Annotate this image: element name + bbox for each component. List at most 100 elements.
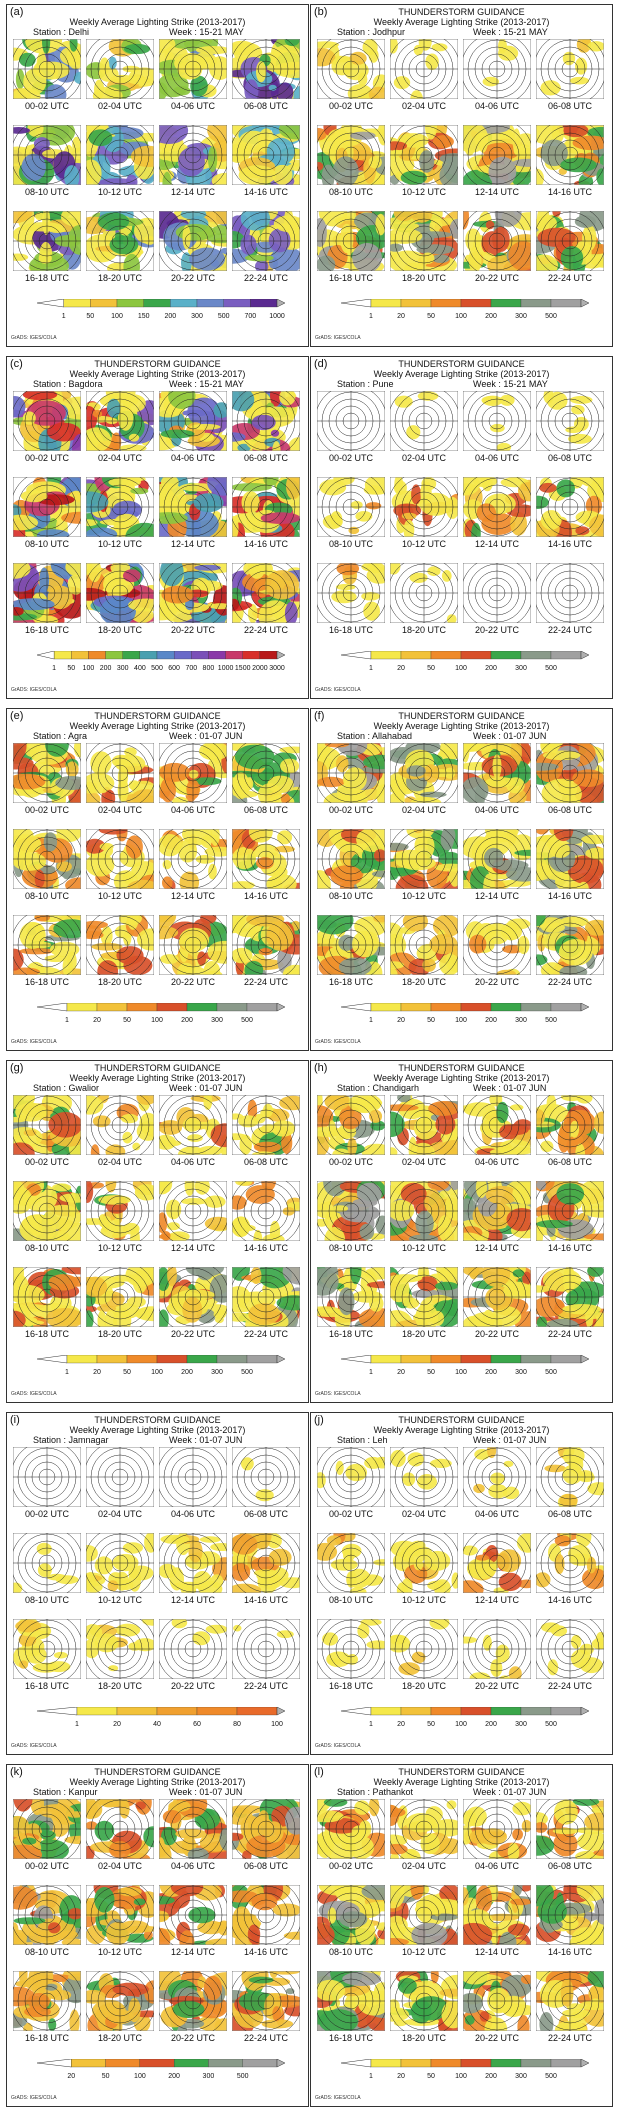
- strike-density-blob: [505, 922, 518, 941]
- polar-plot: [536, 1885, 604, 1945]
- strike-density-blob: [536, 854, 547, 881]
- polar-plot: [536, 1619, 604, 1679]
- strike-density-blob: [413, 1996, 449, 2021]
- polar-cell: [390, 829, 458, 889]
- polar-plot: [232, 1533, 300, 1593]
- strike-density-blob: [348, 1095, 382, 1114]
- utc-label: 12-14 UTC: [474, 539, 519, 549]
- polar-plot: [159, 915, 227, 975]
- utc-label: 22-24 UTC: [243, 977, 288, 987]
- strike-density-blob: [173, 86, 191, 96]
- station-label: Station : Pune: [337, 379, 394, 389]
- strike-density-blob: [64, 1835, 81, 1845]
- strike-density-blob: [13, 598, 55, 611]
- polar-plot: [317, 1267, 385, 1327]
- utc-label: 00-02 UTC: [328, 1861, 373, 1871]
- strike-density-blob: [179, 1930, 195, 1945]
- strike-density-blob: [244, 254, 274, 262]
- colorbar-swatch: [259, 650, 278, 660]
- strike-density-blob: [444, 1193, 458, 1221]
- polar-plot: [390, 391, 458, 451]
- strike-density-blob: [181, 966, 208, 975]
- strike-density-blob: [546, 1095, 557, 1113]
- strike-density-blob: [104, 789, 116, 803]
- strike-density-blob: [390, 872, 398, 880]
- strike-density-blob: [410, 797, 442, 803]
- strike-density-blob: [465, 1806, 487, 1827]
- strike-density-blob: [324, 1095, 350, 1111]
- colorbar-tick-label: 20: [397, 1369, 405, 1376]
- strike-density-blob: [450, 1181, 458, 1191]
- colorbar-wrap: 20 50 100 200 300 500: [36, 2058, 287, 2086]
- utc-label: 14-16 UTC: [547, 891, 592, 901]
- polar-cell: [86, 563, 154, 623]
- strike-density-blob: [520, 481, 531, 492]
- polar-plot: [159, 1267, 227, 1327]
- panel-label: (b): [314, 6, 328, 18]
- strike-density-blob: [429, 934, 458, 955]
- strike-density-blob: [40, 1830, 56, 1841]
- panel-l: (l) THUNDERSTORM GUIDANCE Weekly Average L…: [310, 1764, 613, 2107]
- colorbar-swatch: [116, 1706, 158, 1716]
- strike-density-blob: [280, 758, 300, 774]
- polar-plot: [86, 125, 154, 185]
- colorbar-end-triangle: [276, 2058, 286, 2068]
- colorbar-tick-label: 1: [75, 1721, 79, 1728]
- strike-density-blob: [193, 493, 224, 513]
- polar-plot: [86, 39, 154, 99]
- colorbar-tick-label: 60: [193, 1721, 201, 1728]
- polar-cell: [13, 39, 81, 99]
- strike-density-blob: [127, 879, 154, 889]
- utc-label: 22-24 UTC: [547, 625, 592, 635]
- strike-density-blob: [352, 930, 379, 958]
- strike-density-blob: [204, 846, 227, 857]
- polar-plot: [159, 1447, 227, 1507]
- strike-density-blob: [347, 84, 373, 99]
- panel-label: (c): [10, 358, 23, 370]
- utc-label: 16-18 UTC: [24, 625, 69, 635]
- polar-cell: [390, 1533, 458, 1593]
- utc-label: 00-02 UTC: [328, 805, 373, 815]
- utc-label: 16-18 UTC: [24, 977, 69, 987]
- colorbar-swatch: [53, 650, 72, 660]
- polar-plot: [390, 125, 458, 185]
- colorbar-tick-label: 20: [67, 2073, 75, 2080]
- strike-density-blob: [427, 566, 441, 577]
- strike-density-blob: [363, 485, 383, 495]
- strike-density-blob: [13, 948, 24, 971]
- polar-cell: [463, 1447, 531, 1507]
- strike-density-blob: [410, 211, 433, 223]
- colorbar-tick-label: 200: [164, 313, 176, 320]
- colorbar-tick-label: 200: [485, 1017, 497, 1024]
- polar-plot: [232, 743, 300, 803]
- colorbar-end-triangle: [36, 2058, 72, 2068]
- strike-density-blob: [283, 1931, 300, 1940]
- strike-density-blob: [390, 1199, 415, 1221]
- polar-cell: [159, 125, 227, 185]
- polar-cell: [159, 1885, 227, 1945]
- strike-density-blob: [19, 948, 55, 955]
- strike-density-blob: [463, 477, 481, 496]
- strike-density-blob: [13, 1917, 46, 1925]
- utc-label: 12-14 UTC: [474, 1243, 519, 1253]
- utc-label: 10-12 UTC: [401, 187, 446, 197]
- strike-density-blob: [65, 877, 81, 889]
- strike-density-blob: [471, 522, 481, 537]
- polar-plot: [159, 125, 227, 185]
- strike-density-blob: [194, 580, 223, 591]
- strike-density-blob: [106, 1921, 130, 1945]
- colorbar-tick-label: 2000: [252, 665, 268, 672]
- strike-density-blob: [390, 961, 405, 969]
- chart-subtitle: Weekly Average Lighting Strike (2013-201…: [69, 1425, 246, 1435]
- strike-density-blob: [324, 743, 350, 748]
- utc-label: 08-10 UTC: [328, 891, 373, 901]
- polar-cell: [536, 1447, 604, 1507]
- strike-density-blob: [373, 915, 385, 923]
- polar-cell: [317, 1619, 385, 1679]
- strike-density-blob: [211, 172, 227, 185]
- utc-label: 20-22 UTC: [474, 1329, 519, 1339]
- strike-density-blob: [361, 1885, 385, 1900]
- utc-label: 06-08 UTC: [547, 453, 592, 463]
- strike-density-blob: [488, 1484, 508, 1499]
- utc-label: 22-24 UTC: [547, 273, 592, 283]
